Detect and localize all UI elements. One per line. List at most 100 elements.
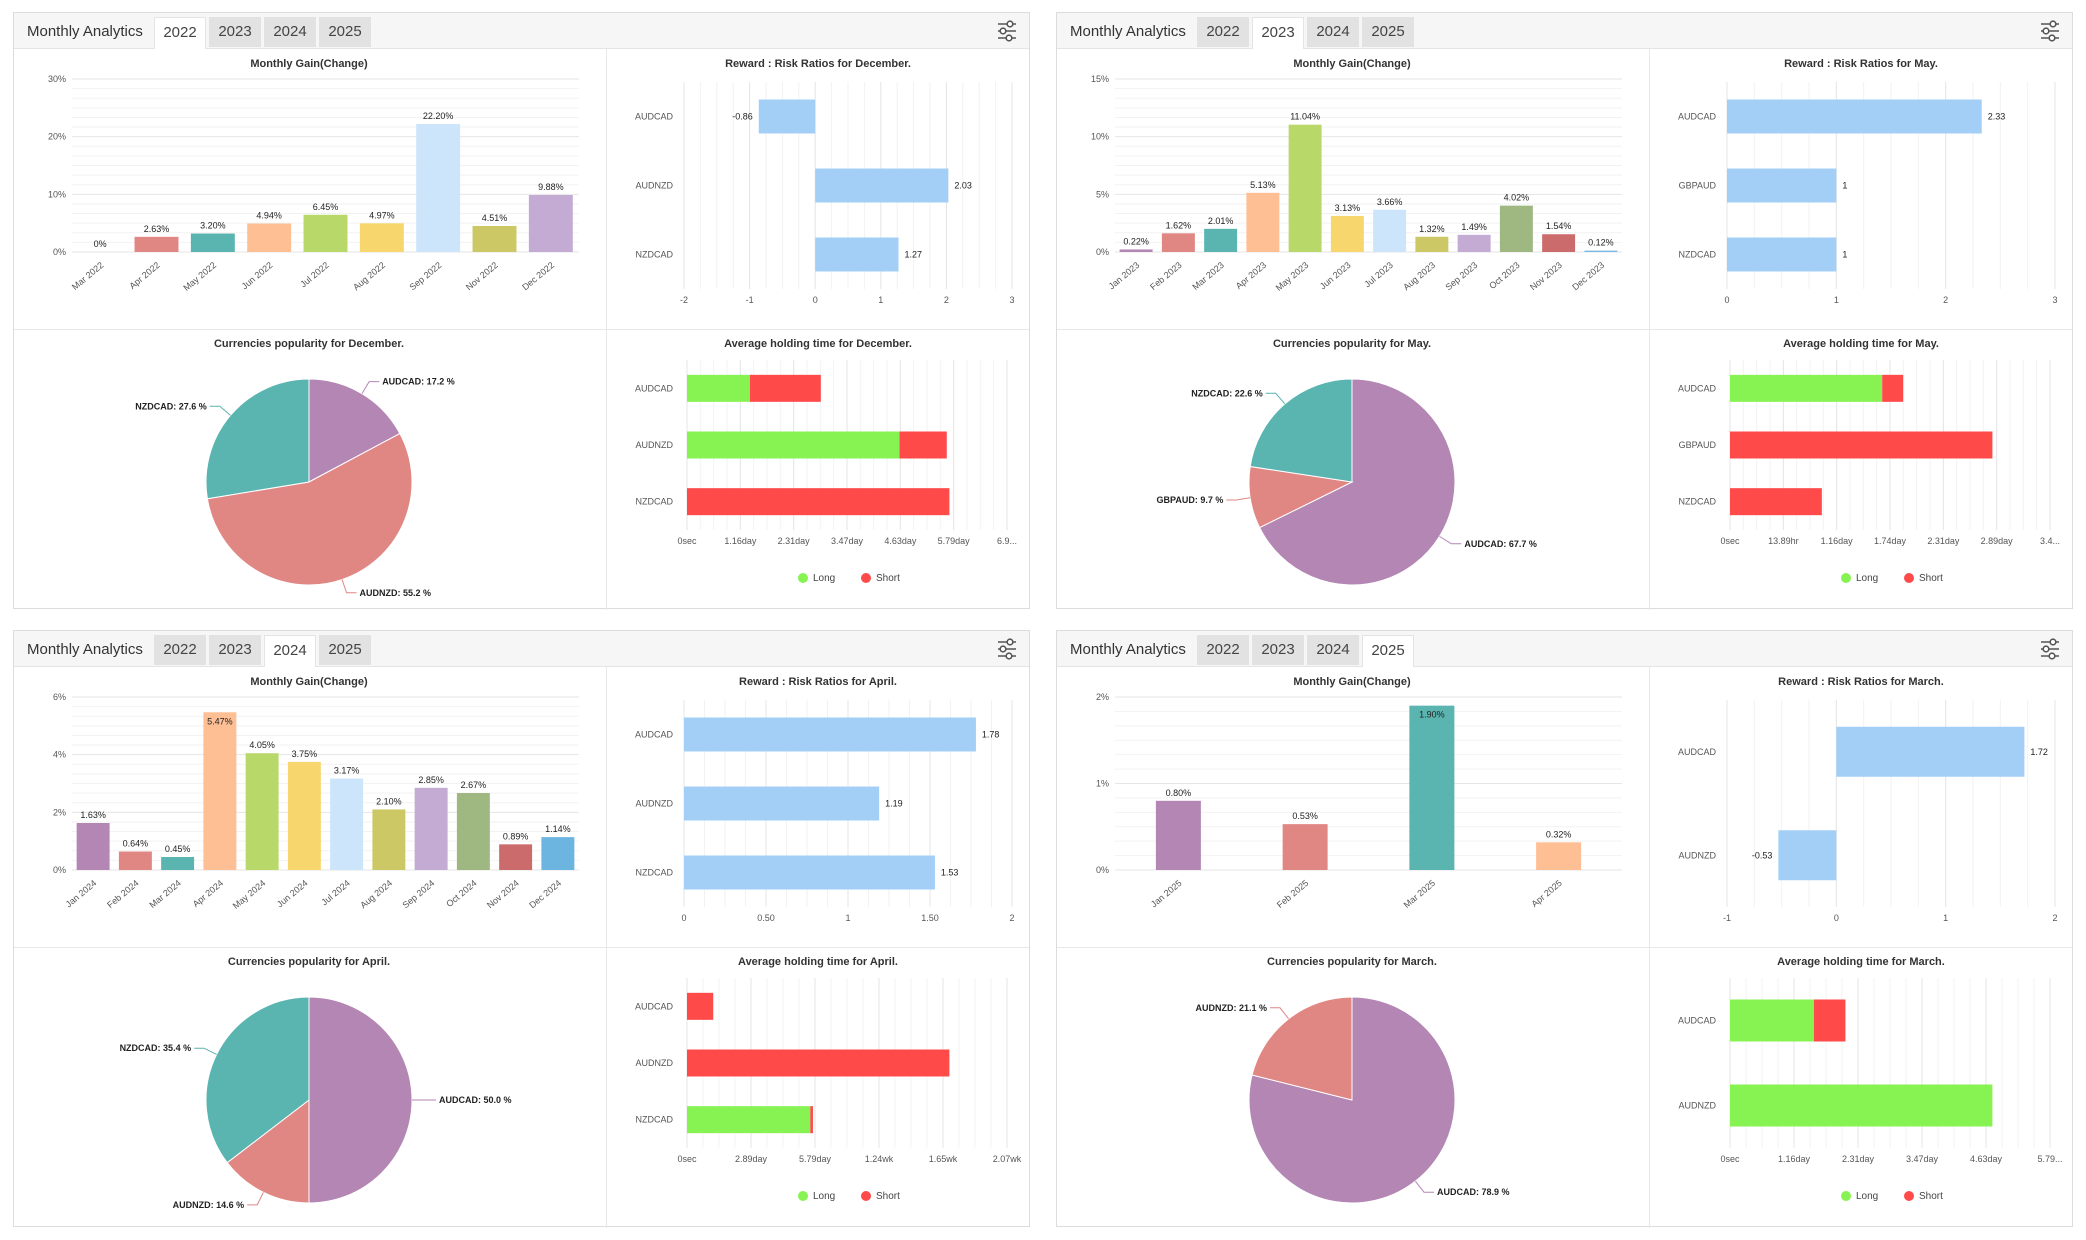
- tab-year-2023[interactable]: 2023: [209, 635, 261, 665]
- x-tick-label: 2.89day: [1981, 536, 2014, 546]
- x-tick-label: 1.50: [921, 913, 939, 923]
- short-bar: [1813, 999, 1846, 1042]
- short-bar: [810, 1106, 813, 1134]
- holding-time-chart: Average holding time for December. 0sec 1.…: [635, 338, 1017, 584]
- x-tick-label: 0sec: [1720, 1154, 1740, 1164]
- x-tick-label: 6.9...: [997, 536, 1017, 546]
- holding-time-chart: Average holding time for March. 0sec 1.16d…: [1678, 956, 2063, 1202]
- bar-value-label: 4.05%: [249, 740, 275, 750]
- reward-risk-chart: Reward : Risk Ratios for April. 0 0.50 1 1.5…: [635, 676, 1015, 923]
- legend-short-marker[interactable]: [1904, 1191, 1914, 1201]
- gain-bar: [330, 778, 364, 870]
- settings-sliders-icon[interactable]: [2038, 637, 2062, 661]
- x-tick-label: Mar 2025: [1402, 878, 1438, 910]
- pie-label-leader: [1439, 535, 1462, 545]
- x-tick-label: 1: [1943, 913, 1948, 923]
- pie-slice-label: AUDCAD: 50.0 %: [439, 1095, 512, 1105]
- settings-sliders-icon[interactable]: [2038, 19, 2062, 43]
- chart-title: Reward : Risk Ratios for April.: [739, 676, 897, 688]
- legend-long-marker[interactable]: [1841, 1191, 1851, 1201]
- y-category-label: AUDNZD: [1679, 1101, 1717, 1111]
- tab-year-2024[interactable]: 2024: [1307, 17, 1359, 47]
- bar-value-label: 1.14%: [545, 824, 571, 834]
- rr-bar: [684, 786, 880, 821]
- tab-year-2023[interactable]: 2023: [1252, 17, 1304, 49]
- x-tick-label: 1: [845, 913, 850, 923]
- gain-bar: [1373, 209, 1407, 252]
- y-tick-label: 20%: [48, 132, 66, 142]
- x-tick-label: Jan 2024: [64, 878, 99, 909]
- bar-value-label: 1: [1842, 181, 1847, 191]
- x-tick-label: Jun 2023: [1318, 260, 1353, 291]
- long-bar: [687, 1106, 811, 1134]
- panel-title: Monthly Analytics: [1070, 641, 1186, 658]
- monthly-gain-chart: Monthly Gain(Change) 0% 2% 4% 6% 1.63% Jan 202…: [53, 676, 579, 911]
- x-tick-label: Feb 2025: [1275, 878, 1311, 910]
- x-tick-label: Mar 2024: [147, 878, 183, 910]
- tab-year-2025[interactable]: 2025: [1362, 17, 1414, 47]
- bar-value-label: 3.20%: [200, 221, 226, 231]
- gain-bar: [541, 837, 575, 870]
- bar-value-label: 2.10%: [376, 796, 402, 806]
- pie-label-leader: [341, 579, 357, 594]
- tab-year-2024[interactable]: 2024: [264, 635, 316, 667]
- x-tick-label: Apr 2022: [127, 260, 161, 291]
- legend-short-marker[interactable]: [861, 573, 871, 583]
- tab-year-2024[interactable]: 2024: [264, 17, 316, 47]
- bar-value-label: 6.45%: [313, 202, 339, 212]
- legend-short-marker[interactable]: [1904, 573, 1914, 583]
- bar-value-label: 1.27: [905, 250, 923, 260]
- tab-year-2024[interactable]: 2024: [1307, 635, 1359, 665]
- chart-grid: Monthly Gain(Change) 0% 2% 4% 6% 1.63% Jan 202…: [14, 667, 1029, 1228]
- bar-value-label: 5.47%: [207, 716, 233, 726]
- sliders-icon-graphic: [998, 638, 1016, 660]
- reward-risk-chart: Reward : Risk Ratios for March. -1 0 1 2 1.72…: [1678, 676, 2058, 923]
- tab-year-2025[interactable]: 2025: [319, 17, 371, 47]
- gain-bar: [1415, 236, 1449, 252]
- gain-bar: [1155, 800, 1201, 870]
- tab-year-2022[interactable]: 2022: [1197, 635, 1249, 665]
- bar-value-label: 9.88%: [538, 182, 564, 192]
- gain-bar: [190, 233, 235, 252]
- legend-short-marker[interactable]: [861, 1191, 871, 1201]
- tab-year-2023[interactable]: 2023: [1252, 635, 1304, 665]
- x-tick-label: 5.79day: [799, 1154, 832, 1164]
- currencies-pie-chart: Currencies popularity for April. AUDCAD: …: [120, 956, 512, 1210]
- gain-bar: [303, 214, 348, 252]
- tab-year-2022[interactable]: 2022: [154, 635, 206, 665]
- x-tick-label: 1.16day: [1821, 536, 1854, 546]
- x-tick-label: 0: [681, 913, 686, 923]
- tab-year-2022[interactable]: 2022: [154, 17, 206, 49]
- x-tick-label: 5.79day: [938, 536, 971, 546]
- chart-title: Currencies popularity for December.: [214, 338, 404, 350]
- gain-bar: [287, 761, 321, 870]
- y-category-label: NZDCAD: [636, 497, 674, 507]
- y-category-label: AUDNZD: [636, 1058, 674, 1068]
- gain-bar: [359, 223, 404, 252]
- tab-year-2025[interactable]: 2025: [1362, 635, 1414, 667]
- chart-title: Monthly Gain(Change): [1293, 58, 1411, 70]
- bar-value-label: 0.53%: [1292, 811, 1318, 821]
- legend-long-marker[interactable]: [1841, 573, 1851, 583]
- x-tick-label: Sep 2023: [1443, 260, 1479, 292]
- tab-year-2022[interactable]: 2022: [1197, 17, 1249, 47]
- bar-value-label: 1.49%: [1461, 222, 1487, 232]
- settings-sliders-icon[interactable]: [995, 637, 1019, 661]
- y-category-label: NZDCAD: [1679, 497, 1717, 507]
- rr-bar: [1727, 168, 1837, 203]
- bar-value-label: 1.32%: [1419, 224, 1445, 234]
- settings-sliders-icon[interactable]: [995, 19, 1019, 43]
- panel-title: Monthly Analytics: [27, 641, 143, 658]
- tab-year-2023[interactable]: 2023: [209, 17, 261, 47]
- legend-long-marker[interactable]: [798, 1191, 808, 1201]
- x-tick-label: Jul 2024: [319, 878, 351, 908]
- slider-knob: [999, 645, 1007, 653]
- tab-year-2025[interactable]: 2025: [319, 635, 371, 665]
- chart-title: Monthly Gain(Change): [1293, 676, 1411, 688]
- x-tick-label: 5.79...: [2037, 1154, 2062, 1164]
- monthly-gain-chart: Monthly Gain(Change) 0% 10% 20% 30% 0% Mar 202…: [48, 58, 579, 293]
- x-tick-label: 2.31day: [1842, 1154, 1875, 1164]
- pie-slice-label: AUDNZD: 14.6 %: [173, 1200, 245, 1210]
- legend-long-marker[interactable]: [798, 573, 808, 583]
- pie-label-leader: [194, 1047, 217, 1055]
